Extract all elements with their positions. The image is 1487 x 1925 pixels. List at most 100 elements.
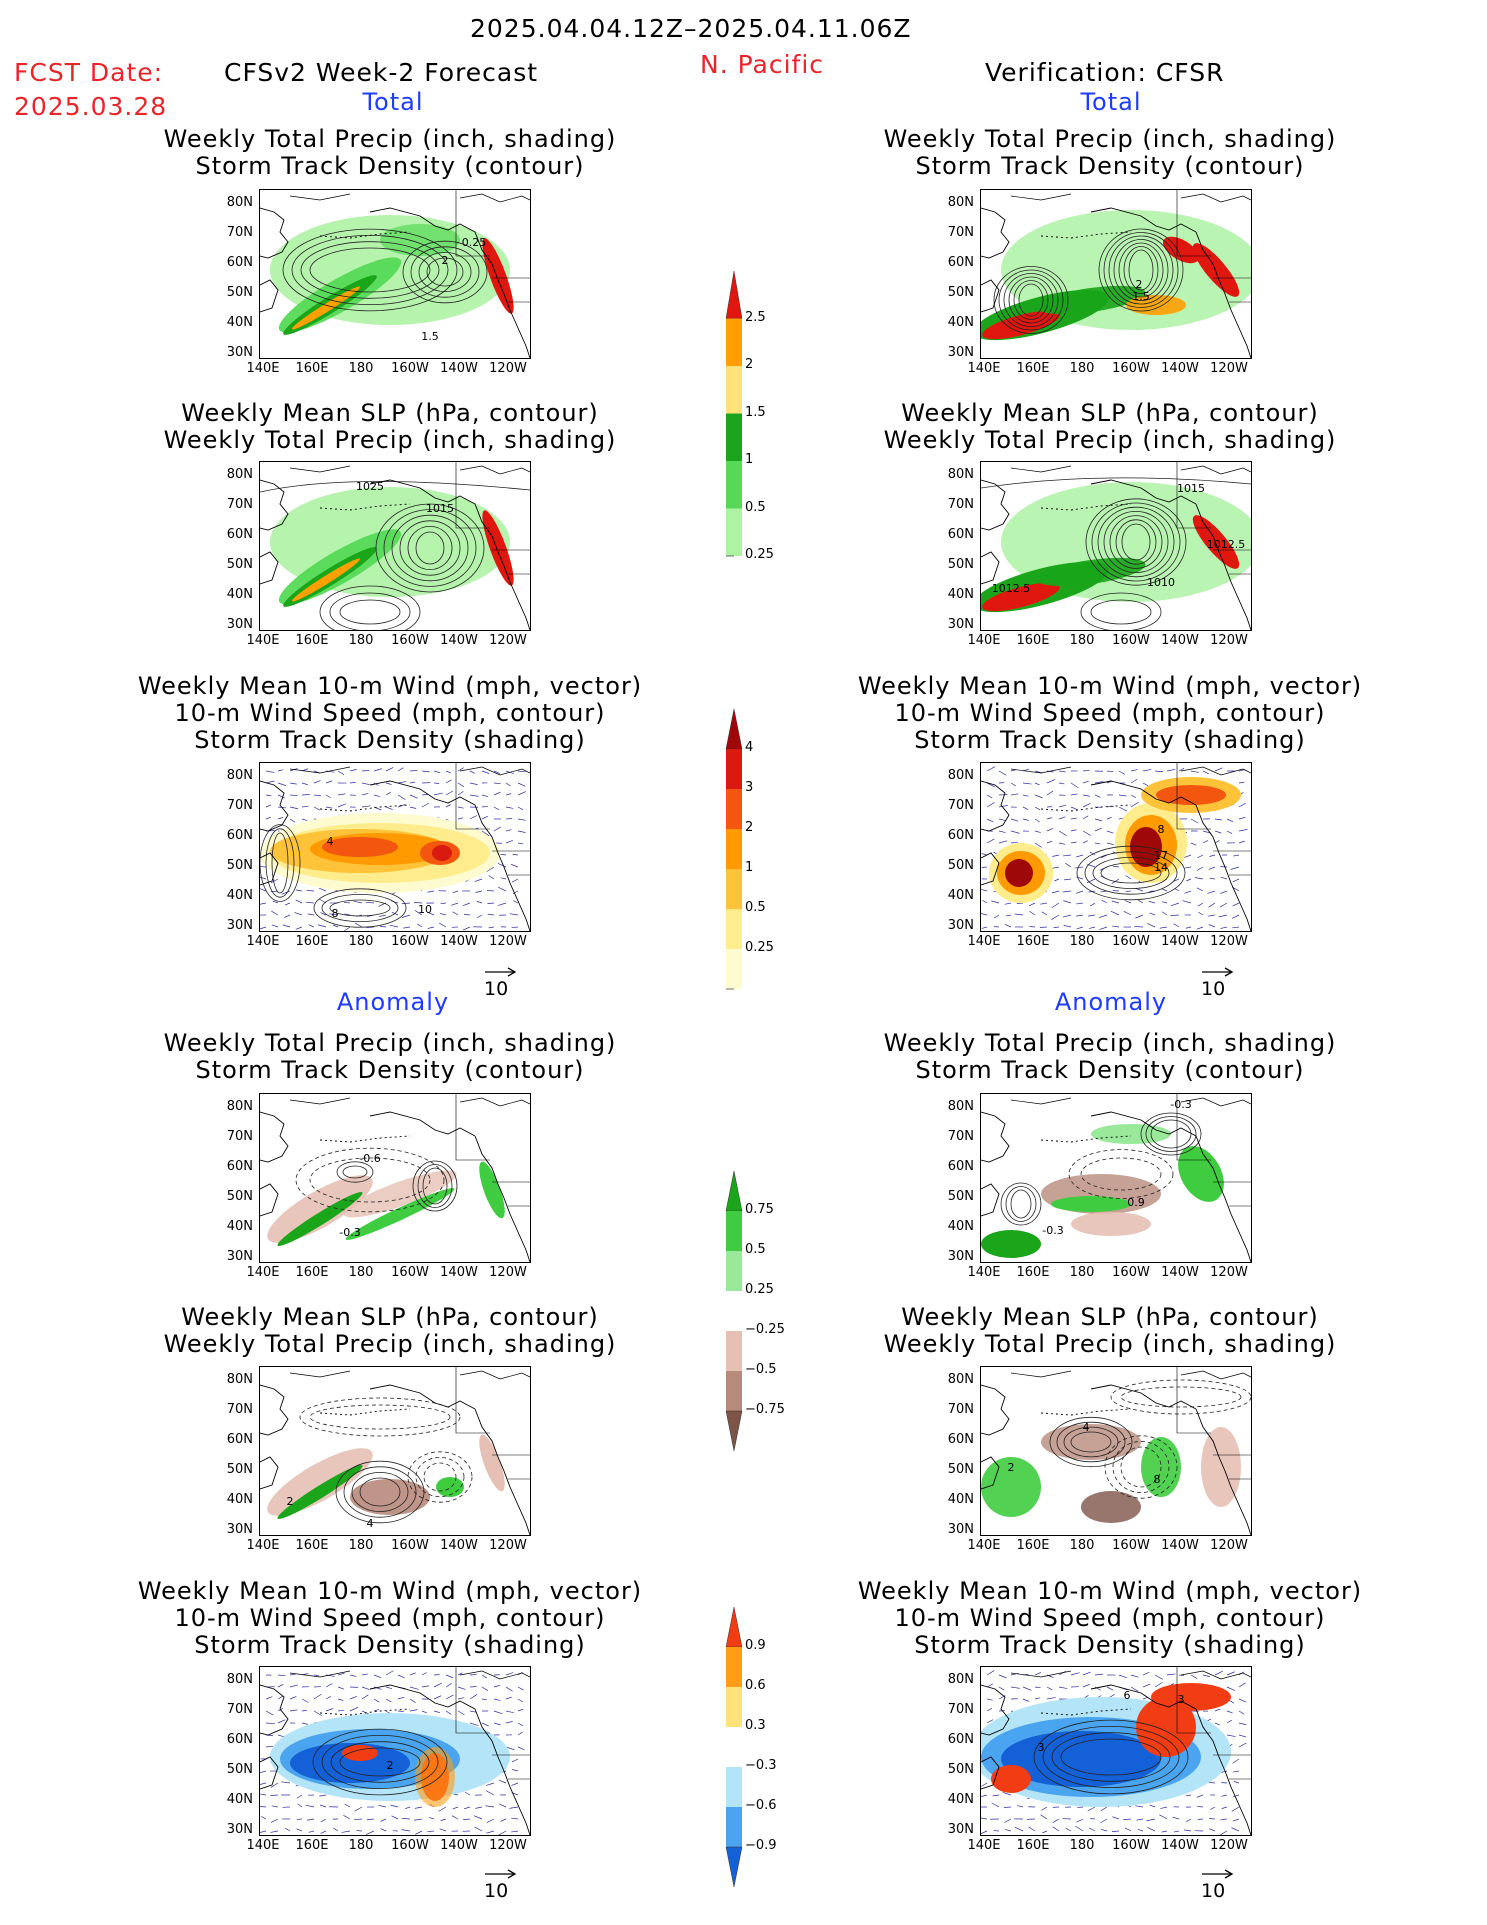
isobar-label: 1015 <box>1177 482 1205 495</box>
colorbar-label: −0.6 <box>745 1798 777 1813</box>
political-border <box>1176 763 1251 876</box>
map-canvas: 21.5 <box>981 190 1251 358</box>
coast-asia <box>260 780 289 832</box>
wind-vector <box>1063 925 1072 928</box>
wind-vector <box>366 1818 375 1821</box>
panel-title-line: Weekly Mean SLP (hPa, contour) <box>901 399 1319 427</box>
wind-vector <box>1110 910 1120 916</box>
lat-label: 40N <box>226 315 253 330</box>
lon-label: 180 <box>348 934 374 949</box>
wind-vector <box>1178 767 1185 772</box>
storm-track-anom-contour <box>1145 1116 1197 1152</box>
lon-label: 140E <box>967 1838 1001 1853</box>
forecast-title: CFSv2 Week-2 Forecast <box>224 58 539 87</box>
colorbar-label: 0.5 <box>745 900 766 915</box>
storm-track-contour <box>402 240 488 304</box>
coast-arctic <box>289 1370 530 1380</box>
coast-arctic <box>1010 1370 1251 1380</box>
lon-label: 120W <box>489 1538 527 1553</box>
storm-track-contour <box>998 269 1064 331</box>
wind-vector <box>517 1722 524 1727</box>
vector-ref-arrow-icon <box>485 967 517 977</box>
wind-vector <box>497 902 507 906</box>
slp-isobar <box>1097 506 1175 578</box>
wind-vector <box>429 1817 435 1820</box>
wind-vector <box>517 791 527 796</box>
wind-vector <box>378 914 387 917</box>
wind-vector <box>1082 769 1090 772</box>
colorbar-precip-total <box>725 270 743 561</box>
wind-vector <box>1010 782 1016 787</box>
wind-vector <box>272 900 279 904</box>
wind-vector <box>1238 1734 1247 1738</box>
wind-vector <box>1130 801 1139 808</box>
slp-isobar <box>383 509 477 587</box>
precip-anom-shade <box>1051 1196 1131 1212</box>
contour-label: 8 <box>332 907 339 920</box>
wind-vector <box>289 818 296 823</box>
wind-speed-anom-contour <box>1042 1726 1180 1789</box>
storm-track-shade <box>322 837 398 857</box>
wind-vector <box>1232 1758 1240 1764</box>
lon-label: 140W <box>440 1838 478 1853</box>
wind-vector <box>1099 926 1108 930</box>
wind-vector <box>1130 769 1138 772</box>
colorbar-label: −0.3 <box>745 1758 777 1773</box>
lon-label: 180 <box>1069 633 1095 648</box>
wind-vector <box>1161 1830 1168 1833</box>
colorbar-label: 0.75 <box>745 1202 774 1217</box>
wind-vector <box>414 910 423 916</box>
wind-vector <box>1034 830 1041 833</box>
lon-label: 140W <box>1161 934 1199 949</box>
wind-vector <box>1160 1806 1168 1809</box>
wind-vector <box>981 1830 988 1834</box>
wind-vector <box>1233 1781 1240 1784</box>
wind-vector <box>301 782 308 786</box>
contour-label: 2 <box>442 254 449 267</box>
wind-vector <box>1070 806 1078 811</box>
wind-speed-contour <box>1084 851 1178 895</box>
storm-track-anom-contour <box>1150 1119 1192 1149</box>
wind-vector <box>1166 768 1176 772</box>
wind-vector <box>457 1686 466 1690</box>
lat-label: 80N <box>947 195 974 210</box>
wind-vector <box>1149 1804 1156 1808</box>
wind-vector <box>1238 816 1246 820</box>
lat-label: 30N <box>947 918 974 933</box>
coast-alaska <box>369 1111 476 1137</box>
isobar-label: 1010 <box>1147 576 1175 589</box>
wind-vector <box>1088 926 1096 929</box>
lon-label: 180 <box>348 1265 374 1280</box>
lon-label: 120W <box>489 361 527 376</box>
lon-label: 160E <box>1016 934 1050 949</box>
wind-vector <box>488 926 495 929</box>
storm-track-shade <box>432 845 452 861</box>
colorbar-swatch <box>726 1371 742 1411</box>
wind-vector <box>505 782 511 787</box>
wind-vector <box>1022 1698 1030 1702</box>
wind-vector <box>481 1674 487 1679</box>
panel-title-line: Weekly Total Precip (inch, shading) <box>163 426 617 454</box>
wind-vector <box>500 1818 507 1822</box>
wind-vector <box>505 793 512 796</box>
colorbar-label: 4 <box>745 740 754 755</box>
colorbar-swatch <box>726 789 742 829</box>
wind-vector <box>1154 1682 1163 1688</box>
wind-vector <box>1058 1686 1068 1689</box>
lon-label: 120W <box>489 1838 527 1853</box>
wind-vector <box>1185 926 1192 929</box>
wind-vector <box>397 794 406 800</box>
political-border <box>455 462 530 575</box>
wind-vector <box>337 1672 345 1676</box>
wind-vector <box>1154 770 1164 773</box>
wind-vector <box>1219 902 1228 908</box>
wind-vector <box>998 818 1006 821</box>
wind-vector <box>511 1758 519 1763</box>
lon-label: 120W <box>489 934 527 949</box>
storm-track-anom-contour <box>1080 1157 1162 1191</box>
wind-vector <box>433 1710 440 1713</box>
wind-vector <box>1094 827 1102 832</box>
precip-anom-shade <box>267 1175 373 1243</box>
wind-vector <box>1034 818 1040 823</box>
precip-shade <box>1036 285 1146 315</box>
